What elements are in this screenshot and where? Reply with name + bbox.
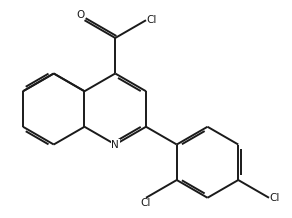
Text: O: O bbox=[76, 10, 84, 20]
Text: Cl: Cl bbox=[141, 198, 151, 208]
Text: N: N bbox=[111, 140, 119, 150]
Text: Cl: Cl bbox=[269, 193, 279, 203]
Text: Cl: Cl bbox=[146, 15, 157, 25]
